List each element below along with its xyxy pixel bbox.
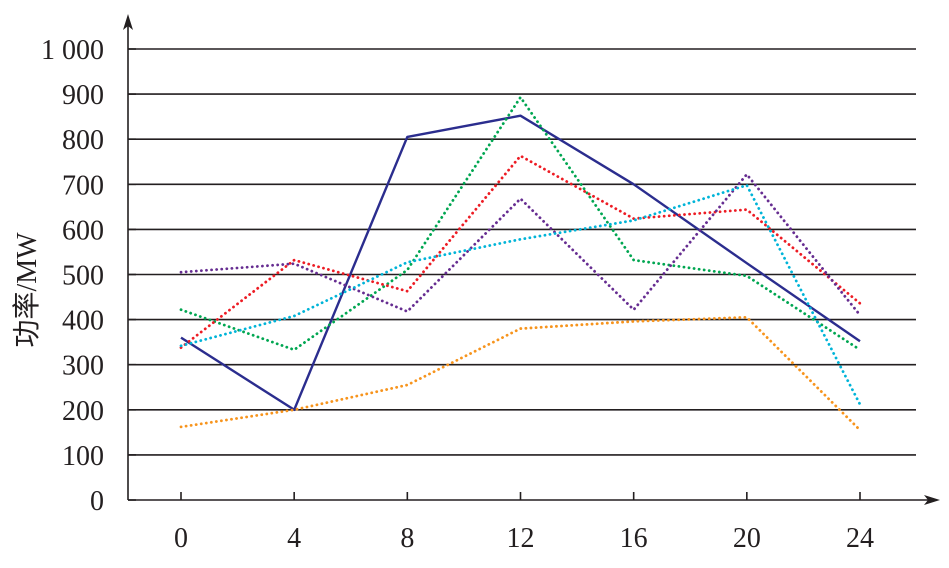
x-tick-label-4: 4 bbox=[287, 523, 301, 554]
y-tick-label-700: 700 bbox=[62, 170, 104, 201]
x-tick-label-20: 20 bbox=[733, 523, 761, 554]
series-line-6 bbox=[179, 315, 862, 432]
y-tick-label-900: 900 bbox=[62, 80, 104, 111]
x-tick-label-8: 8 bbox=[400, 523, 414, 554]
y-axis-arrow bbox=[123, 14, 133, 30]
x-tick-label-0: 0 bbox=[174, 523, 188, 554]
series-line-5 bbox=[179, 183, 862, 406]
series-line-3 bbox=[179, 154, 862, 350]
series-lines bbox=[179, 95, 862, 432]
y-tick-label-600: 600 bbox=[62, 215, 104, 246]
y-tick-label-400: 400 bbox=[62, 306, 104, 337]
tick-labels: 0 4 8 12 16 20 24 0 100 200 300 400 500 600 700 800 900 1… bbox=[41, 35, 874, 554]
y-tick-label-0: 0 bbox=[90, 486, 104, 517]
series-line-2 bbox=[179, 95, 862, 352]
x-tick-label-24: 24 bbox=[846, 523, 874, 554]
y-tick-label-100: 100 bbox=[62, 441, 104, 472]
grid-lines bbox=[128, 48, 916, 456]
y-tick-label-300: 300 bbox=[62, 351, 104, 382]
y-tick-label-800: 800 bbox=[62, 125, 104, 156]
axes bbox=[123, 14, 940, 505]
y-tick-label-200: 200 bbox=[62, 396, 104, 427]
x-tick-label-16: 16 bbox=[620, 523, 648, 554]
series-line-1 bbox=[180, 114, 861, 411]
x-tick-label-12: 12 bbox=[507, 523, 535, 554]
y-axis-title: 功率/MW bbox=[11, 232, 43, 348]
y-tick-label-1000: 1 000 bbox=[41, 35, 104, 66]
series-line-4 bbox=[179, 172, 862, 317]
x-axis-arrow bbox=[924, 495, 940, 505]
y-tick-label-500: 500 bbox=[62, 261, 104, 292]
